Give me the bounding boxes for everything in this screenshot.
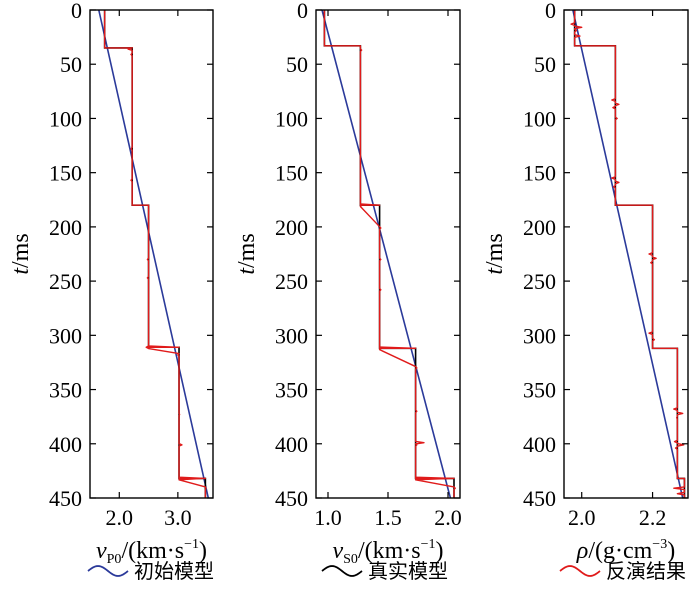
- y-tick-label-rho-400: 400: [523, 432, 556, 457]
- y-axis-label-rho: t/ms: [482, 233, 508, 274]
- y-tick-label-rho-100: 100: [523, 106, 556, 131]
- data-rho: [570, 10, 686, 498]
- x-axis-label-exp: −3: [652, 537, 667, 552]
- y-tick-label-rho-200: 200: [523, 215, 556, 240]
- y-tick-label-rho-50: 50: [534, 52, 556, 77]
- x-axis-label-var: v: [96, 538, 107, 564]
- legend-swatch-true: [321, 565, 363, 577]
- y-tick-label-vp-100: 100: [49, 106, 82, 131]
- true-model-line-rho: [573, 10, 686, 498]
- x-axis-label-unit: /(km·s: [358, 538, 421, 564]
- x-tick-label-rho-1: 2.2: [639, 505, 667, 530]
- y-axis-label-unit: /ms: [234, 233, 260, 268]
- initial-model-line-vp: [98, 10, 210, 498]
- legend-swatch-initial: [87, 565, 129, 577]
- y-tick-label-rho-0: 0: [545, 0, 556, 23]
- y-tick-label-vs-250: 250: [275, 269, 308, 294]
- legend-item-inversion: 反演结果: [559, 559, 686, 583]
- y-tick-label-vs-200: 200: [275, 215, 308, 240]
- y-tick-label-vp-400: 400: [49, 432, 82, 457]
- x-axis-label-unit: /(g·cm: [588, 538, 652, 564]
- y-tick-label-vs-350: 350: [275, 378, 308, 403]
- plot-frame-vp: [89, 9, 214, 499]
- initial-model-line-rho: [572, 10, 684, 498]
- y-axis-label-var: t: [482, 267, 508, 275]
- y-axis-label-unit: /ms: [8, 233, 34, 268]
- x-tick-label-rho-0: 2.0: [568, 505, 596, 530]
- legend-label-true: 真实模型: [368, 559, 448, 583]
- y-tick-label-vs-0: 0: [297, 0, 308, 23]
- inversion-result-line-vs: [323, 10, 456, 498]
- true-model-line-vp: [103, 10, 207, 498]
- y-tick-label-rho-450: 450: [523, 486, 556, 511]
- plot-frame-vs: [315, 9, 461, 499]
- y-tick-label-rho-350: 350: [523, 378, 556, 403]
- legend-layer: 初始模型 真实模型 反演结果: [87, 559, 686, 583]
- legend-item-true: 真实模型: [321, 559, 448, 583]
- y-tick-label-vs-450: 450: [275, 486, 308, 511]
- x-tick-label-vs-1: 1.5: [374, 505, 402, 530]
- x-axis-label-close: ): [199, 538, 207, 564]
- y-tick-label-vp-250: 250: [49, 269, 82, 294]
- y-tick-label-vp-200: 200: [49, 215, 82, 240]
- x-tick-label-vp-0: 2.0: [106, 505, 134, 530]
- x-axis-label-vs: vS0/(km·s−1): [332, 537, 443, 567]
- legend-swatch-inversion: [559, 565, 601, 577]
- y-tick-label-vs-100: 100: [275, 106, 308, 131]
- y-tick-label-vp-350: 350: [49, 378, 82, 403]
- data-vp: [98, 10, 210, 498]
- x-axis-label-rho: ρ/(g·cm−3): [576, 537, 675, 564]
- legend-item-initial: 初始模型: [87, 559, 214, 583]
- y-tick-label-vs-300: 300: [275, 323, 308, 348]
- plot-frame-rho: [563, 9, 689, 499]
- inversion-result-line-vp: [103, 10, 207, 498]
- true-model-line-vs: [323, 10, 455, 498]
- y-tick-label-vp-300: 300: [49, 323, 82, 348]
- data-vs: [321, 10, 456, 498]
- y-tick-label-vs-150: 150: [275, 161, 308, 186]
- y-axis-label-vs: t/ms: [234, 233, 260, 274]
- x-axis-label-sub: S0: [343, 552, 358, 567]
- x-tick-label-vs-0: 1.0: [314, 505, 342, 530]
- x-axis-label-close: ): [667, 538, 675, 564]
- x-axis-label-close: ): [436, 538, 444, 564]
- y-tick-label-rho-300: 300: [523, 323, 556, 348]
- x-tick-label-vs-2: 2.0: [434, 505, 462, 530]
- x-axis-label-unit: /(km·s: [121, 538, 184, 564]
- x-axis-label-var: ρ: [576, 538, 589, 564]
- y-tick-label-rho-250: 250: [523, 269, 556, 294]
- y-tick-label-vp-0: 0: [71, 0, 82, 23]
- x-axis-label-sub: P0: [107, 552, 122, 567]
- y-axis-label-unit: /ms: [482, 233, 508, 268]
- x-tick-label-vp-1: 3.0: [164, 505, 192, 530]
- y-axis-label-vp: t/ms: [8, 233, 34, 274]
- y-axis-label-var: t: [234, 267, 260, 275]
- panel-rho: 0 50 100 150 200 250 300 350 400 450 2.0 2.2 t/ms ρ/(…: [482, 0, 689, 564]
- legend-label-inversion: 反演结果: [606, 559, 686, 583]
- y-tick-label-vp-50: 50: [60, 52, 82, 77]
- y-tick-label-vs-400: 400: [275, 432, 308, 457]
- x-axis-label-vp: vP0/(km·s−1): [96, 537, 207, 567]
- y-axis-label-var: t: [8, 267, 34, 275]
- legend-label-initial: 初始模型: [134, 559, 214, 583]
- inversion-result-line-rho: [570, 10, 686, 498]
- x-axis-label-var: v: [332, 538, 343, 564]
- y-tick-label-rho-150: 150: [523, 161, 556, 186]
- initial-model-line-vs: [321, 10, 452, 498]
- y-tick-label-vp-450: 450: [49, 486, 82, 511]
- x-axis-label-exp: −1: [184, 537, 199, 552]
- y-tick-label-vp-150: 150: [49, 161, 82, 186]
- x-axis-label-exp: −1: [421, 537, 436, 552]
- y-tick-label-vs-50: 50: [286, 52, 308, 77]
- panel-vp: 0 50 100 150 200 250 300 350 400 450 2.0 3.0 t/ms vP0…: [8, 0, 214, 567]
